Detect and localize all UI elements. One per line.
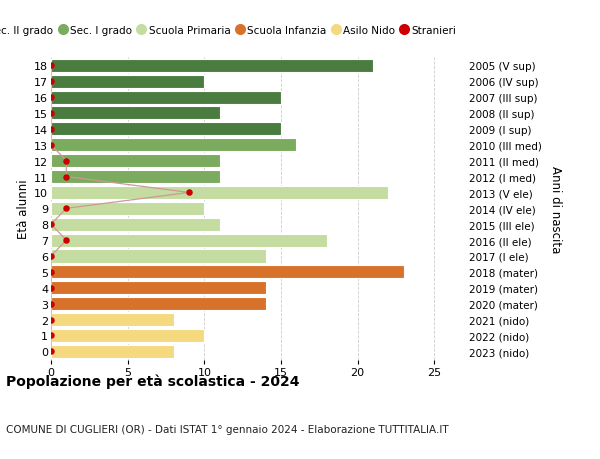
Bar (51, 171, 220, 184)
Bar (51, 297, 266, 310)
Y-axis label: Anni di nascita: Anni di nascita (549, 165, 562, 252)
Text: COMUNE DI CUGLIERI (OR) - Dati ISTAT 1° gennaio 2024 - Elaborazione TUTTITALIA.I: COMUNE DI CUGLIERI (OR) - Dati ISTAT 1° … (6, 424, 449, 434)
Bar (51, 218, 220, 231)
Bar (51, 202, 205, 215)
Point (46, 94, 56, 101)
Bar (51, 139, 296, 152)
Bar (51, 60, 373, 73)
Bar (51, 329, 205, 342)
Point (46, 62, 56, 70)
Bar (51, 266, 404, 279)
Point (46, 316, 56, 324)
Text: Popolazione per età scolastica - 2024: Popolazione per età scolastica - 2024 (6, 373, 299, 388)
Point (62, 157, 71, 165)
Bar (51, 186, 388, 200)
Point (62, 174, 71, 181)
Point (46, 348, 56, 355)
Bar (51, 75, 205, 89)
Point (46, 142, 56, 149)
Point (46, 253, 56, 260)
Y-axis label: Età alunni: Età alunni (17, 179, 30, 239)
Bar (51, 91, 281, 104)
Point (46, 285, 56, 292)
Point (46, 332, 56, 339)
Bar (51, 250, 266, 263)
Point (46, 126, 56, 133)
Bar (51, 313, 173, 326)
Point (46, 221, 56, 229)
Bar (51, 123, 281, 136)
Bar (51, 107, 220, 120)
Point (46, 78, 56, 86)
Point (46, 269, 56, 276)
Bar (51, 345, 173, 358)
Point (62, 205, 71, 213)
Point (184, 189, 194, 196)
Legend: Sec. II grado, Sec. I grado, Scuola Primaria, Scuola Infanzia, Asilo Nido, Stran: Sec. II grado, Sec. I grado, Scuola Prim… (0, 22, 461, 40)
Bar (51, 282, 266, 295)
Bar (51, 155, 220, 168)
Point (62, 237, 71, 244)
Bar (51, 234, 327, 247)
Point (46, 110, 56, 118)
Point (46, 300, 56, 308)
